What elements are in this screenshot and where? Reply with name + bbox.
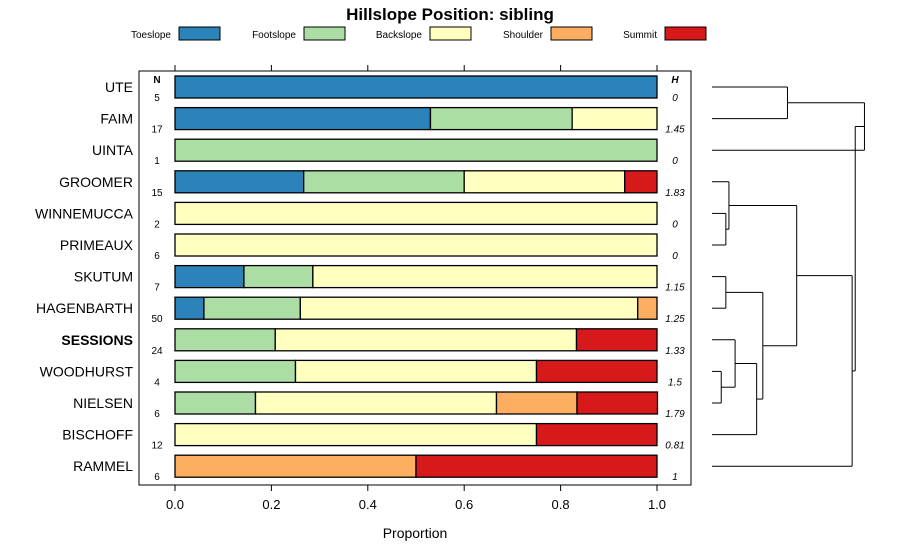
bar-segment-backslope — [294, 359, 538, 384]
bar-segment-shoulder — [174, 454, 417, 478]
h-label: 0 — [672, 219, 678, 230]
bar-segment-toeslope — [174, 264, 245, 289]
bar-segment-toeslope — [174, 170, 305, 194]
n-label: 15 — [151, 188, 163, 199]
chart-title: Hillslope Position: sibling — [346, 5, 554, 24]
bar-segment-summit — [535, 359, 658, 384]
legend-label-summit: Summit — [623, 30, 657, 41]
h-label: 1.83 — [665, 188, 685, 199]
category-label: BISCHOFF — [62, 427, 133, 443]
category-label: WINNEMUCCA — [35, 205, 134, 221]
bar-segment-backslope — [174, 233, 658, 257]
legend-label-toeslope: Toeslope — [131, 30, 171, 41]
bar-segment-backslope — [312, 264, 658, 289]
bar-segment-backslope — [174, 201, 658, 226]
category-label: FAIM — [100, 111, 133, 127]
legend-label-backslope: Backslope — [376, 30, 423, 41]
bar-segment-summit — [575, 328, 658, 352]
category-label: HAGENBARTH — [36, 300, 133, 316]
bar-segment-shoulder — [637, 296, 658, 320]
legend-swatch-footslope — [303, 26, 346, 41]
n-label: 7 — [154, 283, 160, 294]
category-label: PRIMEAUX — [60, 237, 134, 253]
bar-segment-backslope — [299, 296, 639, 320]
x-tick-label: 0.2 — [262, 497, 280, 512]
legend-label-footslope: Footslope — [252, 30, 296, 41]
n-label: 1 — [154, 156, 160, 167]
h-label: 1 — [672, 472, 678, 483]
bar-segment-summit — [624, 170, 658, 194]
bar-segment-toeslope — [174, 75, 658, 99]
category-label: NIELSEN — [73, 395, 133, 411]
n-label: 5 — [154, 93, 160, 104]
category-label: WOODHURST — [40, 363, 134, 379]
bar-segment-backslope — [571, 106, 658, 131]
bar-segment-footslope — [174, 138, 658, 162]
bar-segment-toeslope — [174, 106, 432, 131]
dendrogram — [712, 86, 865, 467]
bar-segment-summit — [415, 454, 658, 478]
n-label: 2 — [154, 219, 160, 230]
legend-swatch-summit — [664, 26, 707, 41]
h-label: 1.5 — [668, 377, 682, 388]
bar-segment-backslope — [274, 328, 578, 352]
category-label: SESSIONS — [61, 332, 133, 348]
bar-segment-footslope — [429, 106, 573, 131]
legend-swatch-toeslope — [178, 26, 221, 41]
h-label: 1.79 — [665, 409, 685, 420]
bar-segment-footslope — [243, 264, 314, 289]
h-label: 1.45 — [665, 125, 685, 136]
legend-swatch-backslope — [429, 26, 472, 41]
legend: Toeslope Footslope Backslope Shoulder Summit — [131, 26, 707, 41]
bar-segment-footslope — [303, 170, 465, 194]
h-label: 1.33 — [665, 346, 685, 357]
bar-segment-footslope — [174, 359, 297, 384]
bar-segment-backslope — [254, 391, 498, 415]
n-label: 17 — [151, 125, 163, 136]
x-tick-label: 1.0 — [648, 497, 666, 512]
x-tick-label: 0.0 — [166, 497, 184, 512]
category-label: RAMMEL — [73, 458, 133, 474]
x-tick-label: 0.6 — [455, 497, 473, 512]
bar-segment-footslope — [203, 296, 301, 320]
n-label: 12 — [151, 441, 163, 452]
panel-frame — [138, 70, 692, 486]
n-column-header: N — [153, 75, 160, 86]
n-label: 24 — [151, 346, 163, 357]
bar-segment-footslope — [174, 328, 276, 352]
bar-segment-shoulder — [495, 391, 578, 415]
n-label: 6 — [154, 409, 160, 420]
h-label: 0.81 — [665, 441, 684, 452]
x-tick-label: 0.4 — [359, 497, 377, 512]
category-label: UTE — [105, 79, 133, 95]
legend-swatch-shoulder — [550, 26, 593, 41]
h-label: 1.15 — [665, 283, 685, 294]
n-label: 6 — [154, 251, 160, 262]
h-label: 1.25 — [665, 314, 685, 325]
x-tick-label: 0.8 — [552, 497, 570, 512]
n-label: 50 — [151, 314, 163, 325]
bar-segment-footslope — [174, 391, 257, 415]
bar-segment-toeslope — [174, 296, 205, 320]
category-label: GROOMER — [59, 174, 133, 190]
n-label: 4 — [154, 377, 160, 388]
bar-segment-summit — [576, 391, 659, 415]
x-axis-label: Proportion — [383, 525, 448, 541]
bar-segment-backslope — [174, 422, 538, 447]
category-label: UINTA — [92, 142, 134, 158]
h-column-header: H — [671, 75, 679, 86]
h-label: 0 — [672, 251, 678, 262]
bar-segment-backslope — [463, 170, 626, 194]
bar-segment-summit — [535, 422, 658, 447]
n-label: 6 — [154, 472, 160, 483]
h-label: 0 — [672, 156, 678, 167]
h-label: 0 — [672, 93, 678, 104]
legend-label-shoulder: Shoulder — [503, 30, 544, 41]
category-label: SKUTUM — [74, 269, 133, 285]
